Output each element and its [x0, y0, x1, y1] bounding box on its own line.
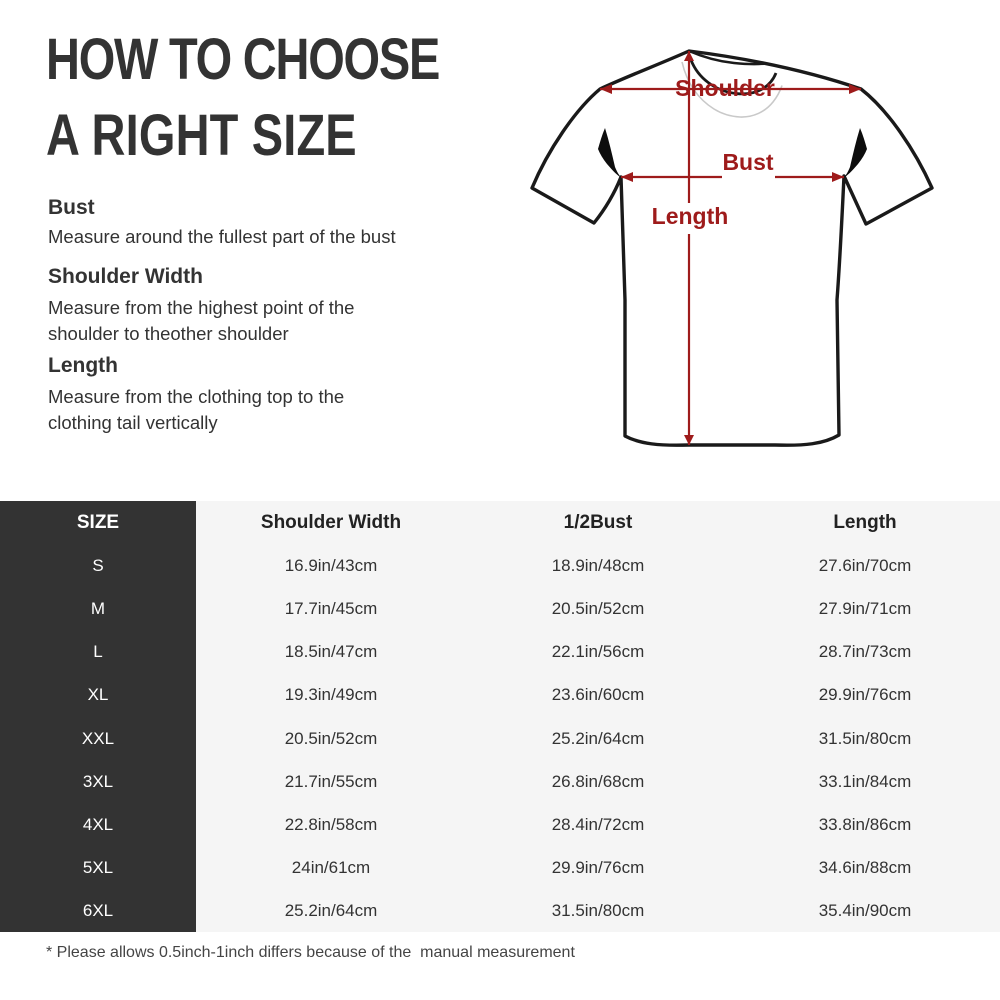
svg-text:Bust: Bust	[722, 149, 773, 175]
svg-text:Shoulder: Shoulder	[675, 75, 775, 101]
svg-text:Length: Length	[652, 203, 729, 229]
